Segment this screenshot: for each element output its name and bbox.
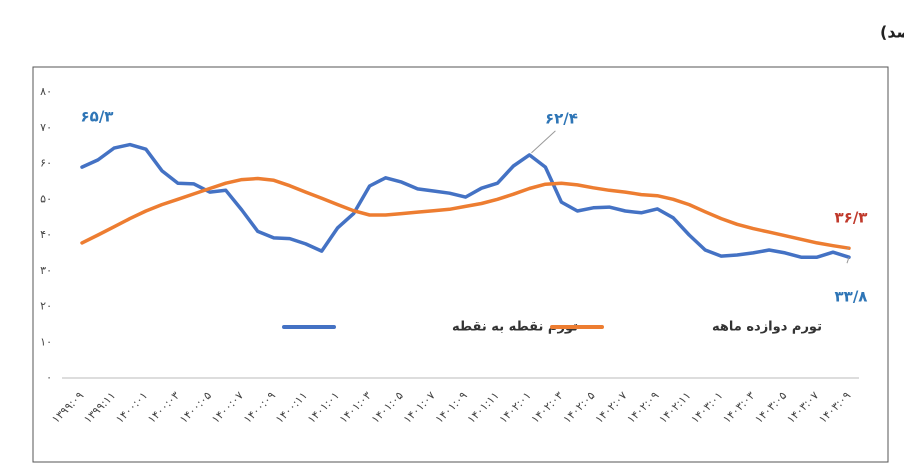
series-line	[80, 176, 851, 250]
series-line	[80, 142, 851, 259]
x-tick-label: ۱۴۰۱:۰۷	[401, 389, 438, 426]
x-tick-label: ۱۴۰۰:۱۱	[273, 389, 310, 426]
x-tick-label: ۱۴۰۲:۰۷	[593, 389, 630, 426]
x-tick-label: ۱۴۰۳:۰۷	[784, 389, 821, 426]
x-tick-label: ۱۴۰۰:۰۵	[177, 389, 214, 426]
y-tick-label: ۱۰	[40, 335, 52, 348]
x-tick-label: ۱۴۰۰:۰۳	[145, 389, 182, 426]
x-tick-label: ۱۴۰۲:۰۹	[625, 389, 662, 426]
y-tick-label: ۲۰	[40, 300, 52, 313]
x-tick-label: ۱۳۹۹:۰۹	[49, 389, 86, 426]
y-tick-label: ۰	[46, 371, 52, 384]
y-tick-label: ۶۰	[40, 157, 52, 170]
x-tick-label: ۱۴۰۲:۰۱	[497, 389, 534, 426]
x-tick-label: ۱۴۰۱:۰۵	[369, 389, 406, 426]
data-label: ۶۵/۳	[81, 108, 114, 126]
x-tick-label: ۱۴۰۳:۰۱	[689, 389, 726, 426]
y-tick-label: ۴۰	[40, 228, 52, 241]
x-tick-label: ۱۴۰۲:۰۳	[529, 389, 566, 426]
y-tick-label: ۵۰	[40, 192, 52, 205]
y-tick-label: ۷۰	[40, 121, 52, 134]
leader-line	[531, 130, 556, 154]
x-tick-label: ۱۴۰۲:۱۱	[657, 389, 694, 426]
y-tick-label: ۳۰	[40, 264, 52, 277]
x-tick-label: ۱۳۹۹:۱۱	[81, 389, 118, 426]
data-label: ۳۶/۳	[835, 209, 868, 227]
x-tick-label: ۱۴۰۳:۰۵	[752, 389, 789, 426]
chart-title: نمودار ۱- تورم دوازده ماهه و نقطه به نقط…	[880, 23, 904, 42]
x-tick-label: ۱۴۰۰:۰۹	[241, 389, 278, 426]
x-tick-label: ۱۴۰۳:۰۹	[816, 389, 853, 426]
x-tick-label: ۱۴۰۲:۰۵	[561, 389, 598, 426]
x-tick-label: ۱۴۰۰:۰۱	[113, 389, 150, 426]
x-tick-label: ۱۴۰۰:۰۷	[209, 389, 246, 426]
x-tick-label: ۱۴۰۱:۰۳	[337, 389, 374, 426]
leader-line	[846, 257, 850, 264]
x-tick-label: ۱۴۰۱:۱۱	[465, 389, 502, 426]
chart-frame	[32, 66, 889, 463]
x-tick-label: ۱۴۰۱:۰۹	[433, 389, 470, 426]
data-label: ۶۲/۴	[545, 109, 578, 127]
y-tick-label: ۸۰	[40, 85, 52, 98]
legend-label: تورم نقطه به نقطه	[452, 320, 578, 335]
data-label: ۳۳/۸	[835, 288, 868, 306]
x-tick-label: ۱۴۰۳:۰۳	[720, 389, 757, 426]
legend-label: تورم دوازده ماهه	[712, 320, 822, 335]
x-tick-label: ۱۴۰۱:۰۱	[305, 389, 342, 426]
